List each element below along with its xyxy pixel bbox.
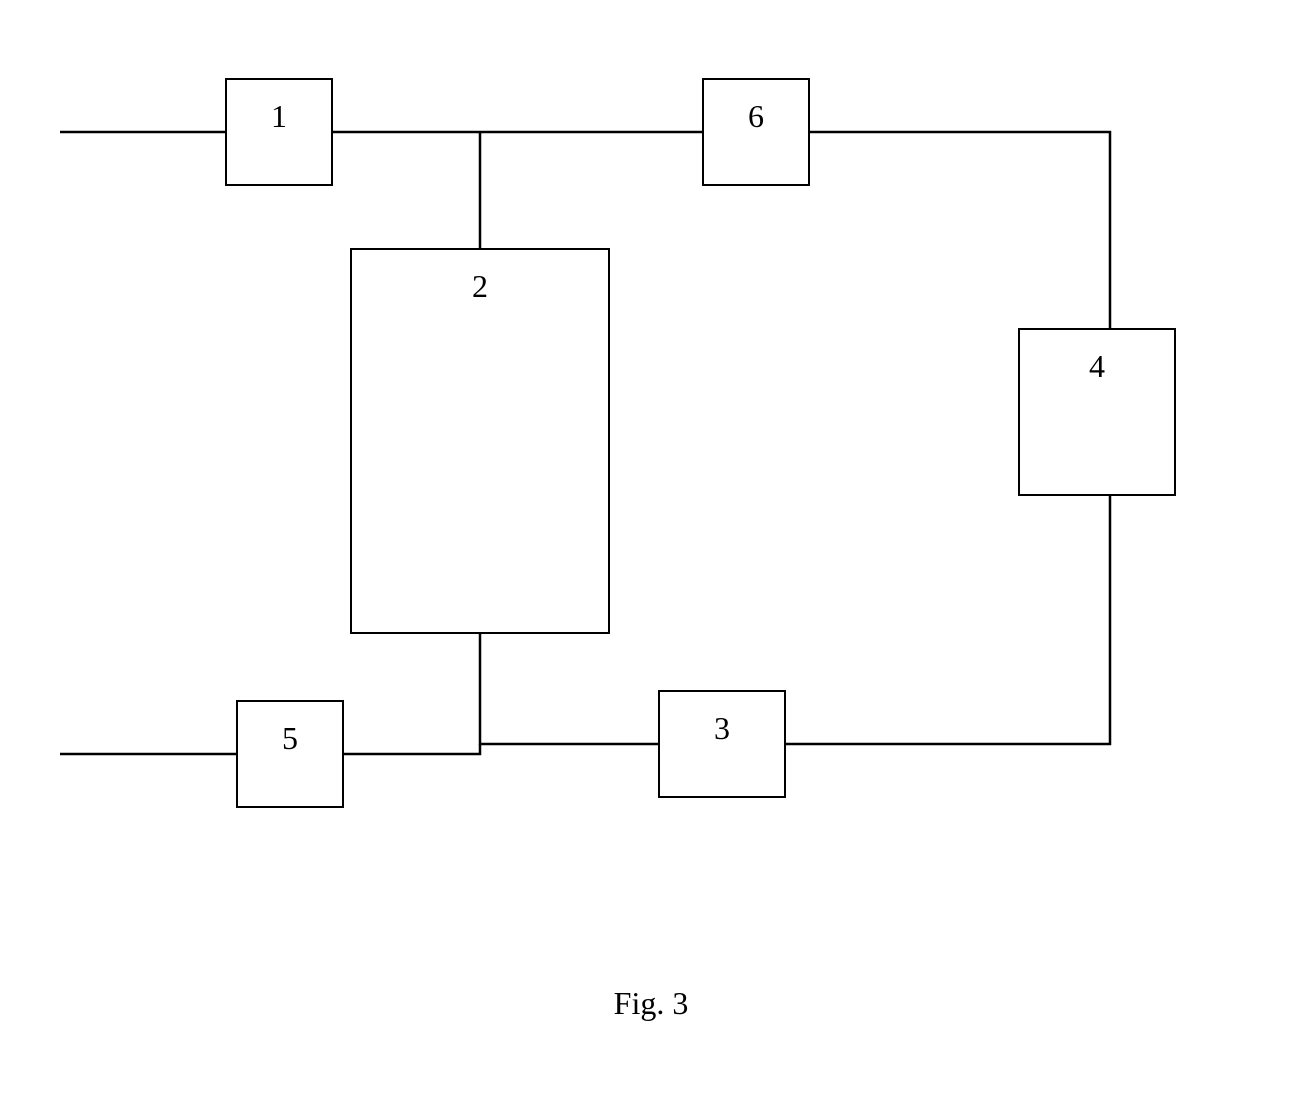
node-label-3: 3 xyxy=(714,710,730,747)
node-label-2: 2 xyxy=(472,268,488,305)
node-6: 6 xyxy=(702,78,810,186)
node-2: 2 xyxy=(350,248,610,634)
node-label-6: 6 xyxy=(748,98,764,135)
edge-4 xyxy=(480,634,658,744)
edges-layer xyxy=(0,0,1302,1113)
node-label-4: 4 xyxy=(1089,348,1105,385)
node-3: 3 xyxy=(658,690,786,798)
node-1: 1 xyxy=(225,78,333,186)
edge-7 xyxy=(344,744,480,754)
node-label-1: 1 xyxy=(271,98,287,135)
edge-2 xyxy=(810,132,1110,328)
node-4: 4 xyxy=(1018,328,1176,496)
edge-3 xyxy=(786,496,1110,744)
node-label-5: 5 xyxy=(282,720,298,757)
figure-caption: Fig. 3 xyxy=(571,985,731,1022)
node-5: 5 xyxy=(236,700,344,808)
diagram-canvas: 1 2 3 4 5 6 Fig. 3 xyxy=(0,0,1302,1113)
